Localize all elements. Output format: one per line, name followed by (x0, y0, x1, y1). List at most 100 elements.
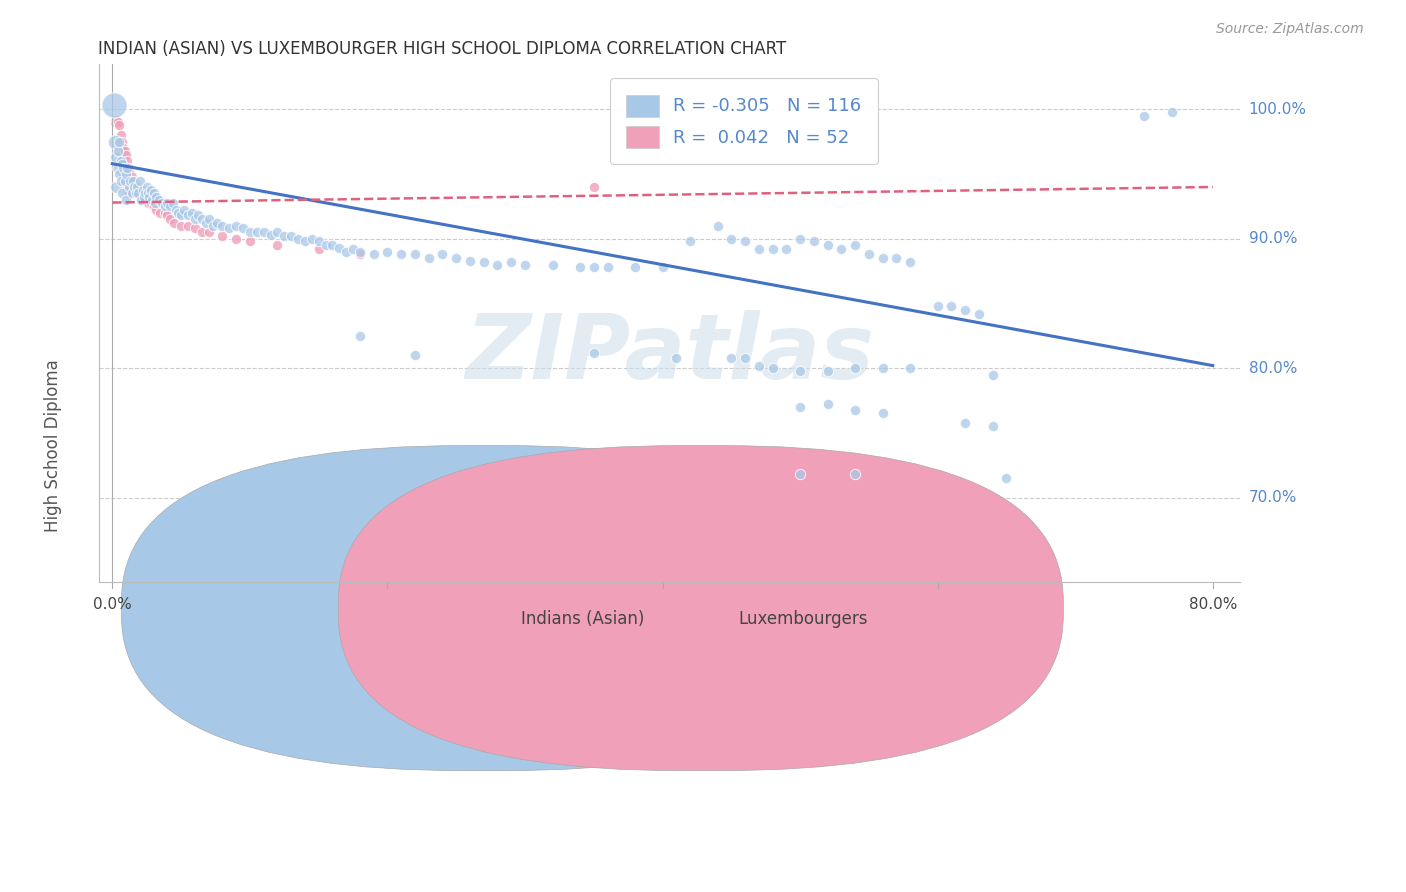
Point (582, 345, 605, 359)
Point (995, 471, 1018, 485)
Point (246, 225, 269, 239)
Point (159, 212, 181, 227)
Text: 80.0%: 80.0% (1188, 598, 1237, 612)
Point (108, 167, 131, 181)
Point (131, 190, 153, 204)
Point (121, 186, 143, 201)
Point (280, 229, 302, 244)
Point (110, 154, 132, 169)
Point (444, 251, 467, 265)
Point (190, 225, 212, 239)
Point (170, 209, 193, 223)
Point (111, 135, 134, 149)
Point (170, 219, 193, 233)
Point (486, 258, 509, 272)
Point (803, 235, 825, 249)
Point (679, 235, 702, 249)
Point (134, 186, 156, 201)
Point (136, 186, 159, 201)
Point (127, 183, 149, 197)
Point (817, 397, 839, 411)
Point (114, 173, 136, 187)
Point (720, 351, 742, 365)
Legend: R = -0.305   N = 116, R =  0.042   N = 52: R = -0.305 N = 116, R = 0.042 N = 52 (610, 78, 877, 164)
Point (287, 232, 309, 246)
Point (844, 361, 866, 376)
Point (177, 219, 200, 233)
Point (872, 361, 894, 376)
Point (135, 180, 157, 194)
Point (377, 244, 399, 259)
Point (107, 144, 129, 158)
Point (105, 112, 128, 127)
Point (103, 98, 125, 112)
Point (301, 232, 323, 246)
Point (128, 173, 150, 187)
Text: 100.0%: 100.0% (1249, 102, 1306, 117)
Point (389, 247, 412, 261)
Text: 90.0%: 90.0% (1249, 231, 1298, 246)
Text: ZIPatlas: ZIPatlas (465, 310, 875, 398)
Point (142, 199, 165, 213)
Point (789, 364, 811, 378)
Point (115, 180, 138, 194)
Point (115, 193, 138, 207)
Point (117, 161, 139, 175)
Point (273, 229, 295, 244)
Point (184, 212, 207, 227)
Point (582, 260, 605, 275)
Point (153, 199, 176, 213)
Point (120, 167, 142, 181)
Point (139, 195, 162, 210)
Point (472, 255, 495, 269)
Point (107, 135, 129, 149)
Point (748, 359, 770, 373)
Point (159, 199, 181, 213)
Point (165, 203, 187, 218)
Point (211, 219, 233, 233)
Point (218, 221, 240, 235)
Point (132, 190, 155, 204)
Point (266, 225, 288, 239)
Point (162, 195, 184, 210)
Point (541, 258, 564, 272)
Point (404, 247, 426, 261)
Point (114, 144, 136, 158)
Point (153, 206, 176, 220)
Text: 0.0%: 0.0% (93, 598, 132, 612)
Point (239, 235, 262, 249)
Text: 70.0%: 70.0% (1249, 490, 1296, 505)
Point (953, 302, 976, 317)
Point (981, 368, 1004, 382)
Point (363, 247, 385, 261)
Point (858, 247, 880, 261)
Point (315, 238, 337, 252)
Point (150, 195, 173, 210)
Point (872, 251, 894, 265)
Point (173, 203, 195, 218)
Point (108, 118, 131, 132)
Point (569, 260, 592, 275)
Point (720, 232, 742, 246)
Point (122, 173, 145, 187)
Point (156, 195, 179, 210)
Text: INDIAN (ASIAN) VS LUXEMBOURGER HIGH SCHOOL DIPLOMA CORRELATION CHART: INDIAN (ASIAN) VS LUXEMBOURGER HIGH SCHO… (98, 40, 787, 58)
Point (817, 238, 839, 252)
Point (110, 154, 132, 169)
Text: High School Diploma: High School Diploma (45, 359, 62, 533)
Point (762, 361, 785, 376)
Point (789, 467, 811, 482)
Text: Source: ZipAtlas.com: Source: ZipAtlas.com (1216, 22, 1364, 37)
Point (432, 247, 454, 261)
Point (665, 351, 688, 365)
Point (404, 348, 426, 362)
Point (187, 209, 209, 223)
Point (131, 183, 153, 197)
Point (1133, 109, 1156, 123)
Point (142, 186, 165, 201)
Point (734, 351, 756, 365)
Point (817, 364, 839, 378)
FancyBboxPatch shape (339, 446, 1063, 771)
Point (927, 299, 949, 313)
Point (596, 260, 619, 275)
